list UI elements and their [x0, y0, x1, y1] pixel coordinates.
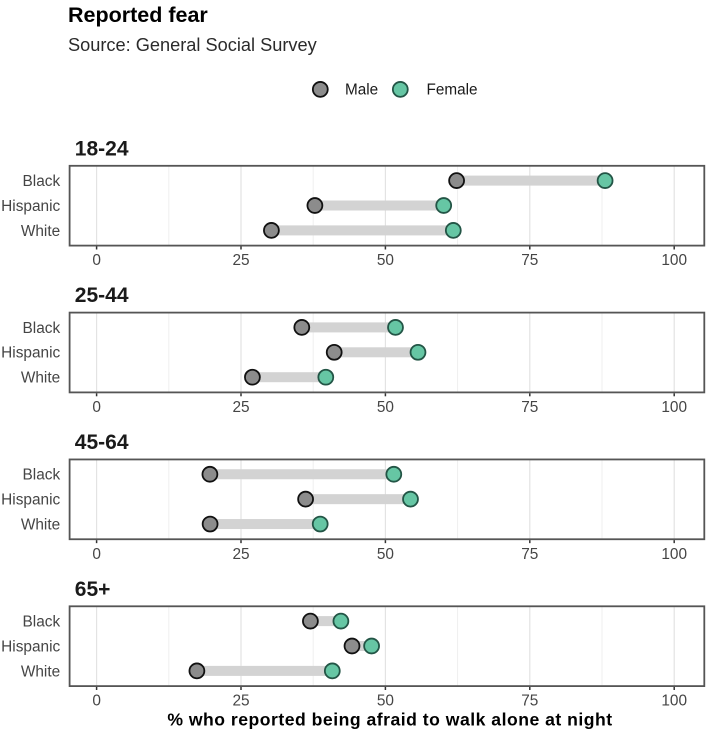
svg-text:25-44: 25-44 [75, 284, 129, 307]
svg-text:100: 100 [661, 693, 687, 710]
svg-text:50: 50 [377, 399, 394, 416]
svg-text:Source: General Social Survey: Source: General Social Survey [68, 35, 318, 55]
svg-text:75: 75 [521, 252, 538, 269]
svg-text:75: 75 [521, 546, 538, 563]
svg-text:Hispanic: Hispanic [1, 345, 60, 362]
svg-text:Reported fear: Reported fear [68, 3, 208, 27]
svg-text:White: White [21, 516, 60, 533]
svg-text:50: 50 [377, 252, 394, 269]
svg-text:25: 25 [232, 693, 249, 710]
svg-text:Female: Female [427, 82, 478, 99]
svg-text:White: White [21, 223, 60, 240]
svg-text:0: 0 [92, 399, 101, 416]
svg-text:White: White [21, 663, 60, 680]
svg-text:White: White [21, 370, 60, 387]
svg-text:Black: Black [23, 467, 61, 484]
svg-text:Black: Black [23, 614, 61, 631]
svg-text:0: 0 [92, 546, 101, 563]
svg-text:45-64: 45-64 [75, 431, 129, 454]
svg-text:Male: Male [345, 82, 378, 99]
svg-text:% who reported being afraid to: % who reported being afraid to walk alon… [167, 710, 612, 730]
svg-text:50: 50 [377, 546, 394, 563]
svg-text:Hispanic: Hispanic [1, 638, 60, 655]
svg-text:50: 50 [377, 693, 394, 710]
svg-text:Black: Black [23, 320, 61, 337]
svg-text:100: 100 [661, 399, 687, 416]
svg-text:65+: 65+ [75, 578, 111, 601]
svg-text:18-24: 18-24 [75, 137, 129, 160]
svg-text:Hispanic: Hispanic [1, 198, 60, 215]
svg-text:75: 75 [521, 399, 538, 416]
svg-text:0: 0 [92, 693, 101, 710]
svg-text:25: 25 [232, 399, 249, 416]
svg-text:Hispanic: Hispanic [1, 492, 60, 509]
svg-text:100: 100 [661, 252, 687, 269]
svg-text:75: 75 [521, 693, 538, 710]
svg-text:0: 0 [92, 252, 101, 269]
svg-text:25: 25 [232, 252, 249, 269]
svg-text:25: 25 [232, 546, 249, 563]
svg-text:100: 100 [661, 546, 687, 563]
svg-text:Black: Black [23, 173, 61, 190]
